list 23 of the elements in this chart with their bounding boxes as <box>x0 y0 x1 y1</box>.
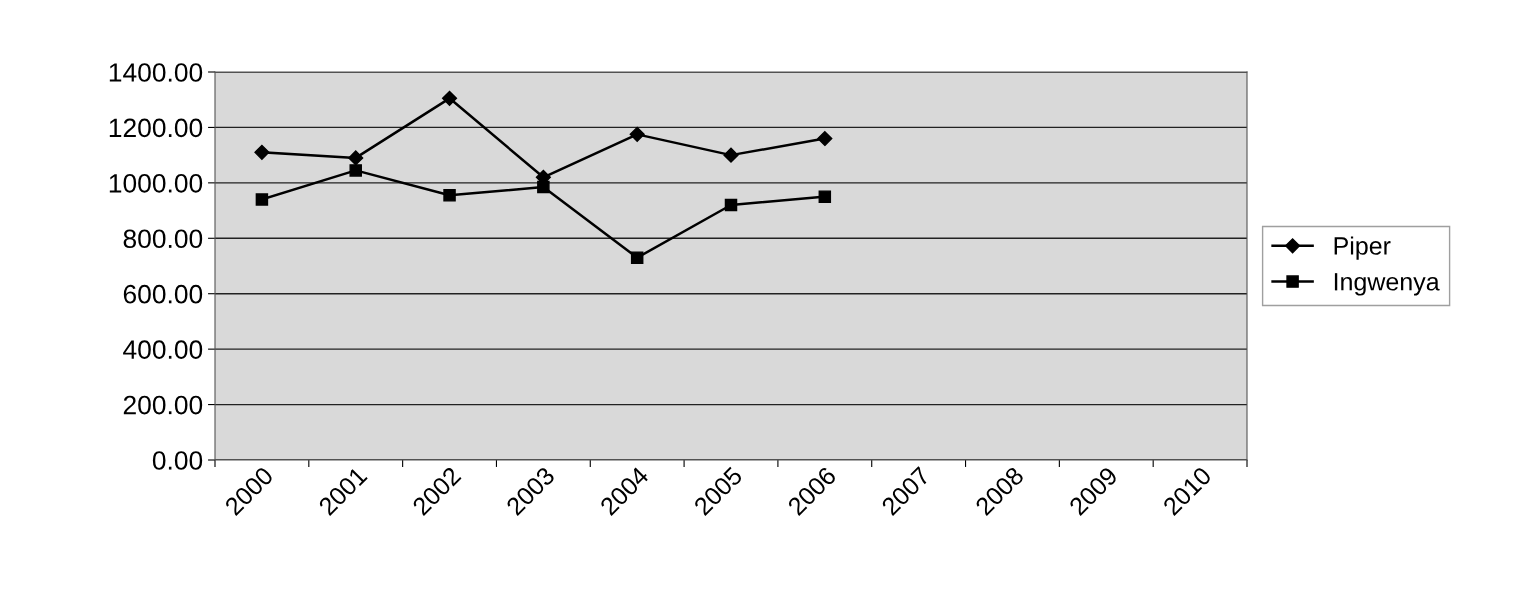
point <box>348 150 364 166</box>
y-tick-label: 0.00 <box>152 451 203 470</box>
y-tick-label: 600.00 <box>123 284 203 304</box>
y-tick-label: 1000.00 <box>109 173 203 193</box>
y-tick-label: 200.00 <box>123 395 203 415</box>
point <box>349 164 362 177</box>
legend-label: Ingwenya <box>1334 273 1440 296</box>
point <box>443 189 456 202</box>
y-tick-label: 1400.00 <box>109 63 203 82</box>
legend-label: Piper <box>1334 236 1391 260</box>
point <box>723 147 739 163</box>
point <box>817 130 833 147</box>
point <box>254 144 270 160</box>
point <box>724 198 738 212</box>
point <box>630 251 644 264</box>
y-tick-label: 800.00 <box>123 229 203 249</box>
point <box>537 180 550 194</box>
point <box>629 126 645 142</box>
point <box>818 190 832 203</box>
y-tick-label: 1200.00 <box>109 118 203 138</box>
y-tick-label: 400.00 <box>123 340 203 359</box>
point <box>255 193 269 206</box>
point <box>441 90 458 106</box>
